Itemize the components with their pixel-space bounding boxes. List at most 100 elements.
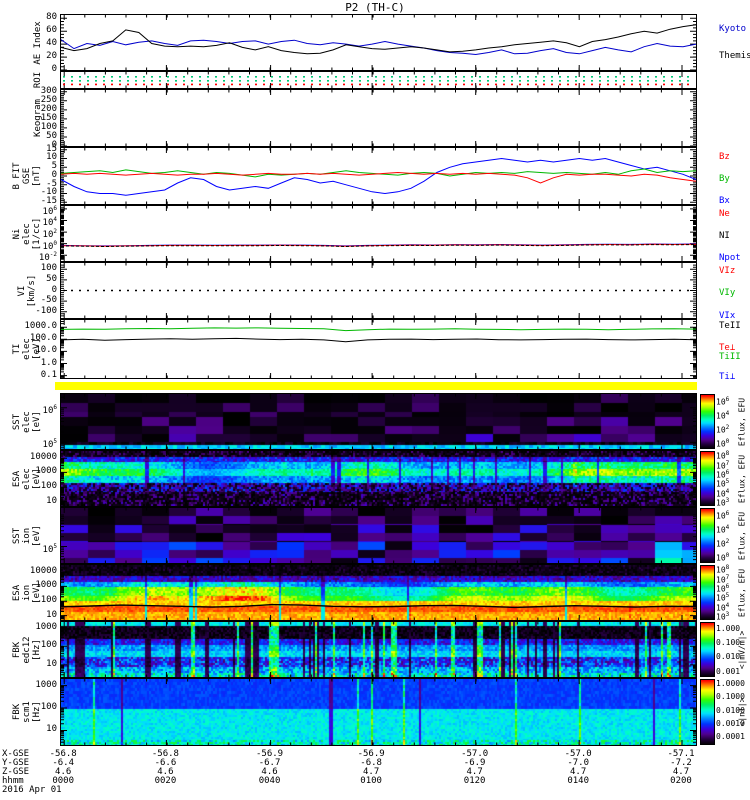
colorbar-tick: 103 xyxy=(716,497,730,508)
axis-value: 4.7 xyxy=(363,767,380,777)
panel-ni xyxy=(60,205,697,262)
axis-value: 0140 xyxy=(567,776,589,786)
ytick-ti: 0.1 xyxy=(40,369,57,380)
legend-Themis-AE: Themis AE xyxy=(719,51,750,62)
colorbar-unit-esa_ion: Eflux, EFU xyxy=(737,568,747,617)
panel-sst_elec xyxy=(60,393,697,450)
series-By xyxy=(60,168,697,178)
colorbar-tick: 0.100 xyxy=(716,637,741,647)
ytick-ae: 80 xyxy=(46,12,57,23)
plot-ae xyxy=(60,15,697,71)
panel-ti xyxy=(60,319,697,379)
ylabel-keogram: Keogram xyxy=(33,99,43,137)
ytick-fbk_scm1: 1000 xyxy=(35,679,57,690)
panel-vi xyxy=(60,262,697,319)
ytick-sst_elec: 105 xyxy=(42,438,57,451)
ylabel-sst_elec: SST elec [eV] xyxy=(12,410,42,433)
colorbar-tick: 1.000 xyxy=(716,623,741,633)
ylabel-ni: Ni elec [1/cc] xyxy=(12,217,42,250)
axis-value: -6.7 xyxy=(258,758,281,768)
colorbar-tick: 100 xyxy=(716,552,730,564)
ytick-sst_elec: 106 xyxy=(42,403,57,416)
legend-Npot: Npot xyxy=(719,253,741,264)
colorbar-unit-sst_ion: Eflux, EFU xyxy=(737,511,747,560)
colorbar-tick: 104 xyxy=(716,409,730,421)
axis-value: -57.1 xyxy=(667,749,695,759)
colorbar-esa_elec xyxy=(700,451,715,506)
ytick-keogram: 150 xyxy=(40,112,57,123)
ytick-ae: 40 xyxy=(46,38,57,49)
ytick-keogram: 250 xyxy=(40,94,57,105)
colorbar-tick: 105 xyxy=(716,478,730,489)
axis-value: -56.8 xyxy=(49,749,77,759)
ylabel-esa_ion: ESA ion [eV] xyxy=(12,581,42,604)
spectrogram-esa_ion xyxy=(61,565,696,620)
roi-highlight-bar xyxy=(55,382,697,390)
colorbar-sst_ion xyxy=(700,508,715,563)
ytick-keogram: 200 xyxy=(40,103,57,114)
ytick-keogram: 100 xyxy=(40,121,57,132)
panel-esa_elec xyxy=(60,450,697,507)
legend-TeII: TeII xyxy=(719,321,741,331)
panel-sst_ion xyxy=(60,507,697,564)
colorbar-fbk_edc12 xyxy=(700,622,715,677)
axis-value: 0120 xyxy=(463,776,486,786)
ytick-esa_elec: 1000 xyxy=(35,466,57,477)
axis-value: -6.4 xyxy=(52,758,75,768)
ylabel-sst_ion: SST ion [eV] xyxy=(12,524,42,547)
colorbar-tick: 107 xyxy=(716,573,730,585)
plot-title: P2 (TH-C) xyxy=(345,1,405,14)
ytick-esa_ion: 10 xyxy=(46,609,57,620)
colorbar-fbk_scm1 xyxy=(700,679,715,745)
ylabel-bfit: B FIT GSE [nT] xyxy=(12,162,42,190)
colorbar-tick: 0.0001 xyxy=(716,732,745,742)
legend-VIy: VIy xyxy=(719,288,736,299)
legend-TiII: TiII xyxy=(719,351,741,362)
series-TiII xyxy=(60,327,697,332)
axis-value: 4.7 xyxy=(466,767,483,777)
ytick-fbk_edc12: 1000 xyxy=(35,621,57,632)
plot-fbk_scm1 xyxy=(61,679,696,745)
ytick-ni: 10-2 xyxy=(38,251,57,264)
panel-keogram xyxy=(60,89,697,147)
ylabel-fbk_edc12: FBK edc12 [Hz] xyxy=(12,635,42,664)
ytick-ni: 104 xyxy=(42,216,57,229)
ytick-esa_elec: 10 xyxy=(46,495,57,506)
legend-Bz: Bz xyxy=(719,151,730,162)
colorbar-tick: 107 xyxy=(716,459,730,471)
axis-value: 0100 xyxy=(360,776,382,786)
colorbar-tick: 106 xyxy=(716,583,730,594)
plot-sst_ion xyxy=(61,508,696,563)
ylabel-ti: TI elec [eV] xyxy=(12,338,42,360)
ytick-ni: 106 xyxy=(42,204,57,217)
plot-esa_ion xyxy=(60,565,697,620)
legend-Ti-: Ti⊥ xyxy=(719,372,736,382)
ytick-ni: 102 xyxy=(42,228,57,241)
axis-date: 2016 Apr 01 xyxy=(2,785,62,795)
colorbar-tick: 102 xyxy=(716,538,730,549)
colorbar-unit-fbk_edc12: <|mV/m|> xyxy=(737,630,747,669)
plot-roi xyxy=(63,72,694,88)
colorbar-esa_ion xyxy=(700,565,715,620)
colorbar-tick: 104 xyxy=(716,523,730,535)
ytick-vi: 0 xyxy=(51,284,57,295)
ytick-esa_ion: 100 xyxy=(40,595,57,606)
ytick-fbk_scm1: 100 xyxy=(40,702,57,713)
axis-row-label-Y-GSE: Y-GSE xyxy=(2,758,30,768)
colorbar-tick: 0.0100 xyxy=(716,705,745,715)
axis-value: -6.9 xyxy=(463,758,486,768)
colorbar-tick: 0.001 xyxy=(716,666,741,676)
series-Themis AE xyxy=(60,24,697,55)
ytick-sst_ion: 105 xyxy=(42,542,57,555)
ytick-esa_ion: 10000 xyxy=(29,566,57,577)
series-Kyoto AE xyxy=(60,39,697,56)
colorbar-tick: 104 xyxy=(716,487,730,499)
ytick-esa_elec: 10000 xyxy=(29,452,57,463)
plot-ni xyxy=(60,206,697,261)
ytick-fbk_edc12: 10 xyxy=(46,658,57,669)
axis-value: 4.7 xyxy=(570,767,587,777)
panel-ae xyxy=(60,14,697,71)
legend-By: By xyxy=(719,173,730,184)
colorbar-tick: 106 xyxy=(716,395,730,407)
ylabel-esa_elec: ESA elec [eV] xyxy=(12,467,42,490)
